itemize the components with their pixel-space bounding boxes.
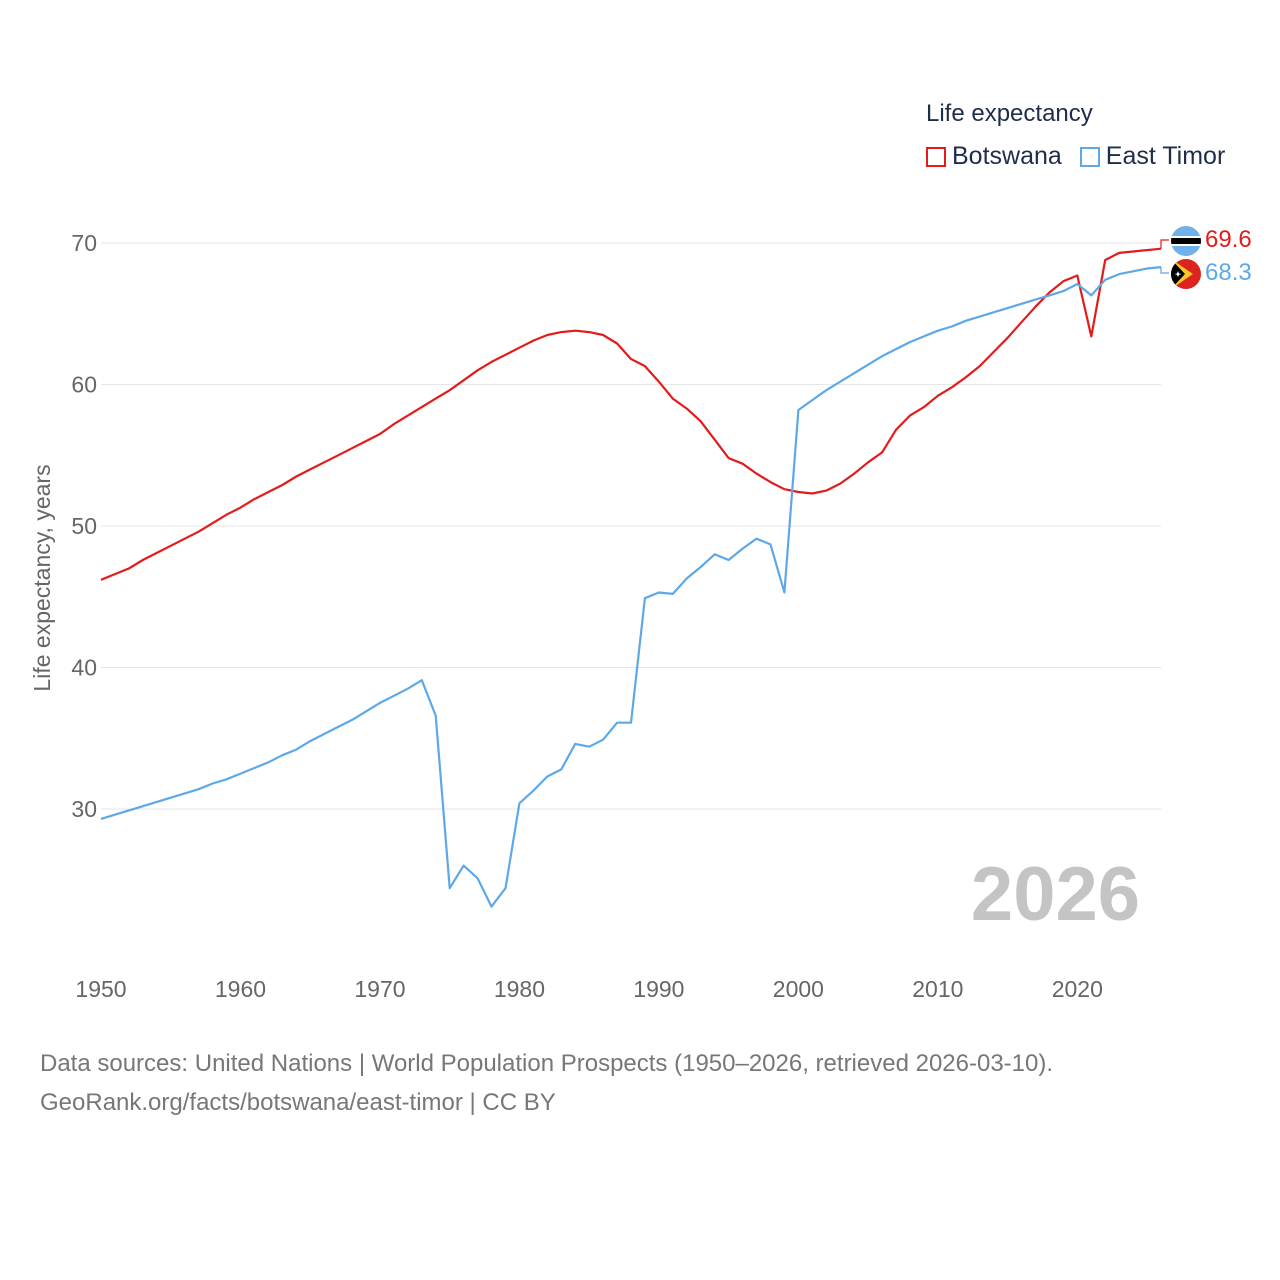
source-line-2[interactable]: GeoRank.org/facts/botswana/east-timor | …: [40, 1089, 556, 1116]
source-note: Data sources: United Nations | World Pop…: [40, 1044, 1053, 1122]
y-tick-label: 50: [71, 513, 97, 539]
x-tick-label: 1990: [633, 976, 684, 1002]
x-tick-label: 1950: [75, 976, 126, 1002]
east-timor-swatch: [1079, 146, 1100, 167]
botswana-swatch: [926, 146, 946, 167]
east-timor-line: [100, 266, 1162, 908]
x-tick-label: 2000: [773, 976, 824, 1002]
y-tick-label: 70: [71, 230, 97, 256]
y-axis-label: Life expectancy, years: [29, 464, 55, 691]
botswana-line: [100, 247, 1162, 581]
series-lines: [100, 239, 1169, 908]
y-axis-ticks: 30 40 50 60 70: [71, 230, 97, 822]
gridlines: [101, 242, 1161, 810]
y-tick-label: 30: [71, 796, 97, 822]
botswana-label-connector: [1160, 239, 1169, 249]
x-tick-label: 2020: [1052, 976, 1103, 1002]
x-tick-label: 1970: [354, 976, 405, 1002]
end-markers: [1171, 226, 1201, 289]
legend: Botswana East Timor: [926, 142, 1243, 171]
botswana-flag-icon: [1171, 226, 1201, 256]
y-tick-label: 60: [71, 372, 97, 398]
legend-title: Life expectancy: [926, 100, 1093, 127]
legend-label-east-timor: East Timor: [1105, 142, 1226, 170]
source-line-1: Data sources: United Nations | World Pop…: [40, 1050, 1054, 1077]
end-value-labels: 69.6 68.3: [1205, 226, 1252, 286]
east-timor-label-connector: [1160, 267, 1169, 274]
legend-item-east-timor[interactable]: East Timor: [1079, 142, 1226, 171]
x-axis-ticks: 1950 1960 1970 1980 1990 2000 2010 2020: [75, 976, 1102, 1002]
botswana-end-value: 69.6: [1205, 226, 1252, 253]
east-timor-flag-icon: [1171, 259, 1201, 289]
east-timor-end-value: 68.3: [1205, 259, 1252, 286]
x-tick-label: 2010: [912, 976, 963, 1002]
y-tick-label: 40: [71, 655, 97, 681]
legend-item-botswana[interactable]: Botswana: [926, 142, 1062, 171]
legend-label-botswana: Botswana: [952, 142, 1062, 170]
current-year-watermark: 2026: [971, 852, 1140, 937]
x-tick-label: 1980: [494, 976, 545, 1002]
x-tick-label: 1960: [215, 976, 266, 1002]
